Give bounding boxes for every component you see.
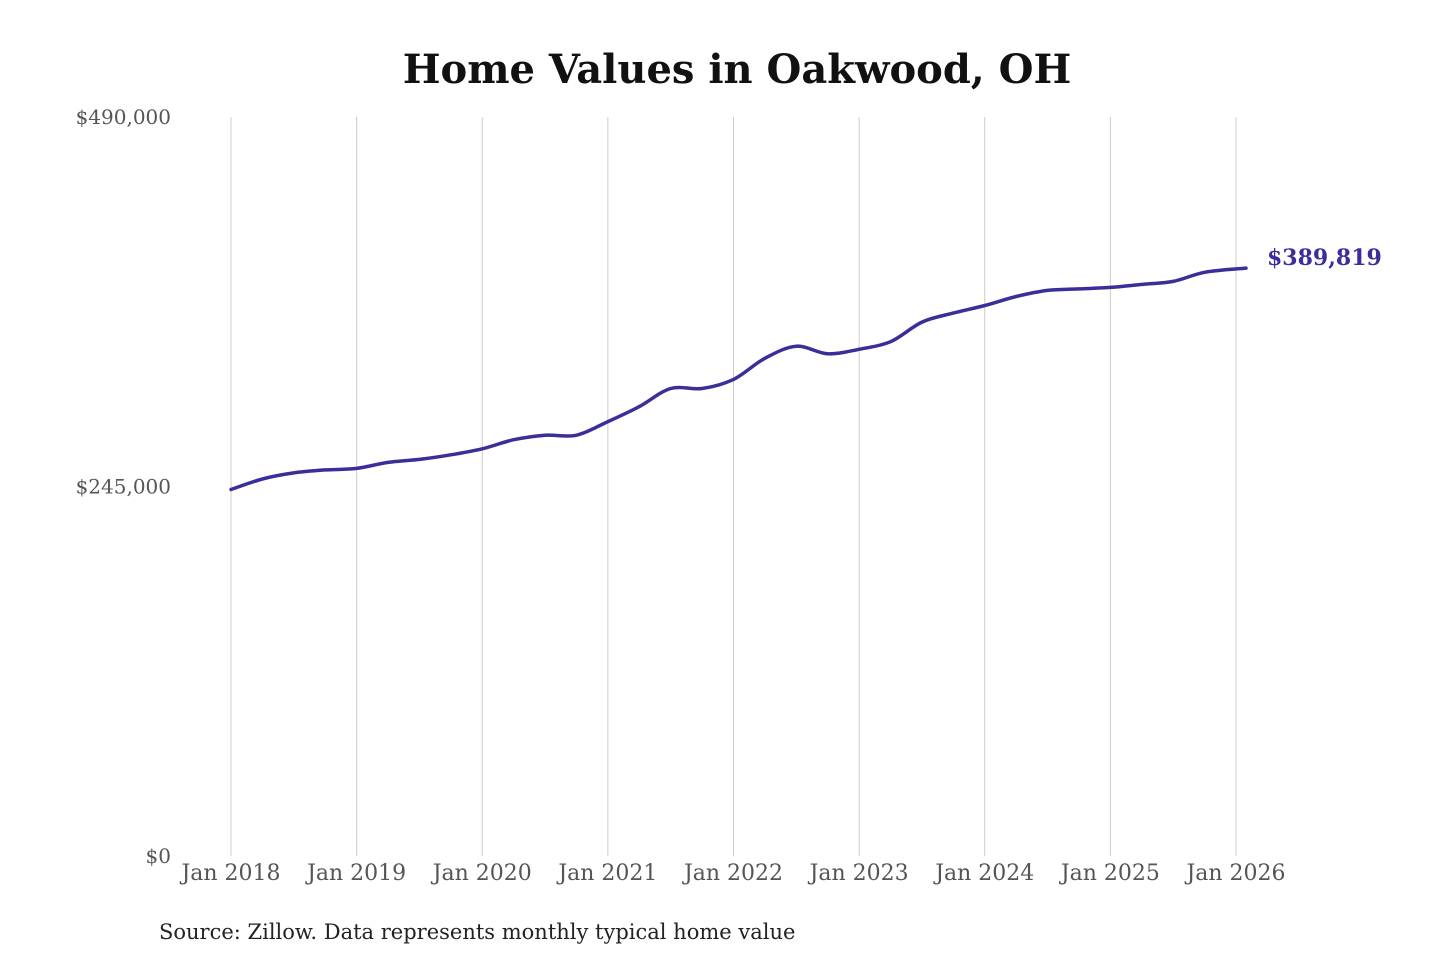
y-axis-ticks: $490,000 $245,000 $0 xyxy=(76,105,171,868)
chart-title: Home Values in Oakwood, OH xyxy=(403,46,1072,93)
x-axis-ticks: Jan 2018 Jan 2019 Jan 2020 Jan 2021 Jan 2022… xyxy=(179,861,1285,886)
x-tick-label: Jan 2019 xyxy=(305,861,406,886)
x-tick-label: Jan 2026 xyxy=(1184,861,1285,886)
x-tick-label: Jan 2024 xyxy=(933,861,1034,886)
x-tick-label: Jan 2021 xyxy=(556,861,657,886)
x-tick-label: Jan 2018 xyxy=(179,861,280,886)
x-tick-label: Jan 2020 xyxy=(431,861,532,886)
grid-lines xyxy=(230,117,1237,856)
x-tick-label: Jan 2022 xyxy=(682,861,783,886)
y-tick-label: $0 xyxy=(146,844,171,868)
y-tick-label: $490,000 xyxy=(76,105,171,129)
x-tick-label: Jan 2025 xyxy=(1059,861,1160,886)
y-tick-label: $245,000 xyxy=(76,475,171,499)
home-value-line xyxy=(229,266,1248,492)
end-value-label: $389,819 xyxy=(1267,245,1382,271)
x-tick-label: Jan 2023 xyxy=(808,861,909,886)
source-note: Source: Zillow. Data represents monthly … xyxy=(159,920,795,944)
